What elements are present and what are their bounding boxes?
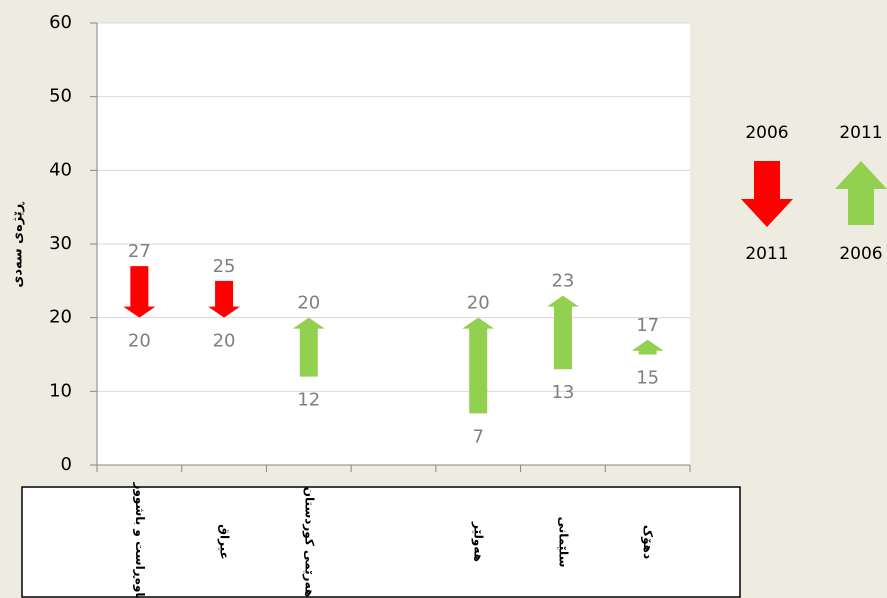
y-axis-title: ڕێژەی سەدی [11, 201, 26, 287]
value-label: 13 [551, 382, 574, 403]
arrow [292, 317, 325, 377]
y-tick-label: 0 [61, 454, 72, 475]
x-tick-label: ناوەڕاست و باشوور [132, 482, 147, 598]
value-label: 17 [636, 315, 659, 336]
value-label: 27 [128, 241, 151, 262]
y-tick-label: 40 [49, 159, 72, 180]
x-tick-label: هەولێر [471, 521, 486, 562]
value-label: 20 [297, 293, 320, 314]
value-label: 12 [297, 390, 320, 411]
x-tick-label: سلێمانی [556, 517, 570, 568]
value-label: 25 [213, 256, 236, 277]
category-box [21, 486, 741, 598]
legend-label: 2011 [839, 123, 882, 143]
x-tick-label: عیراق [218, 524, 232, 559]
legend-label: 2006 [839, 244, 882, 264]
value-label: 23 [551, 271, 574, 292]
arrow [462, 317, 495, 414]
y-tick-label: 30 [49, 233, 72, 254]
arrow [546, 295, 579, 370]
legend-arrow [835, 161, 887, 225]
value-label: 20 [467, 293, 490, 314]
x-tick-label: هەرێمی کوردستان [301, 487, 316, 597]
y-tick-label: 10 [49, 380, 72, 401]
arrow [123, 266, 156, 318]
y-tick-label: 20 [49, 307, 72, 328]
value-label: 20 [128, 331, 151, 352]
legend-label: 2006 [745, 123, 788, 143]
legend-arrow [741, 161, 793, 227]
arrow [208, 280, 241, 318]
y-tick-label: 60 [49, 12, 72, 33]
y-tick-label: 50 [49, 86, 72, 107]
value-label: 15 [636, 368, 659, 389]
arrow [631, 339, 664, 355]
x-tick-label: دهۆک [640, 525, 655, 559]
legend-label: 2011 [745, 244, 788, 264]
value-label: 7 [472, 426, 483, 447]
value-label: 20 [213, 331, 236, 352]
